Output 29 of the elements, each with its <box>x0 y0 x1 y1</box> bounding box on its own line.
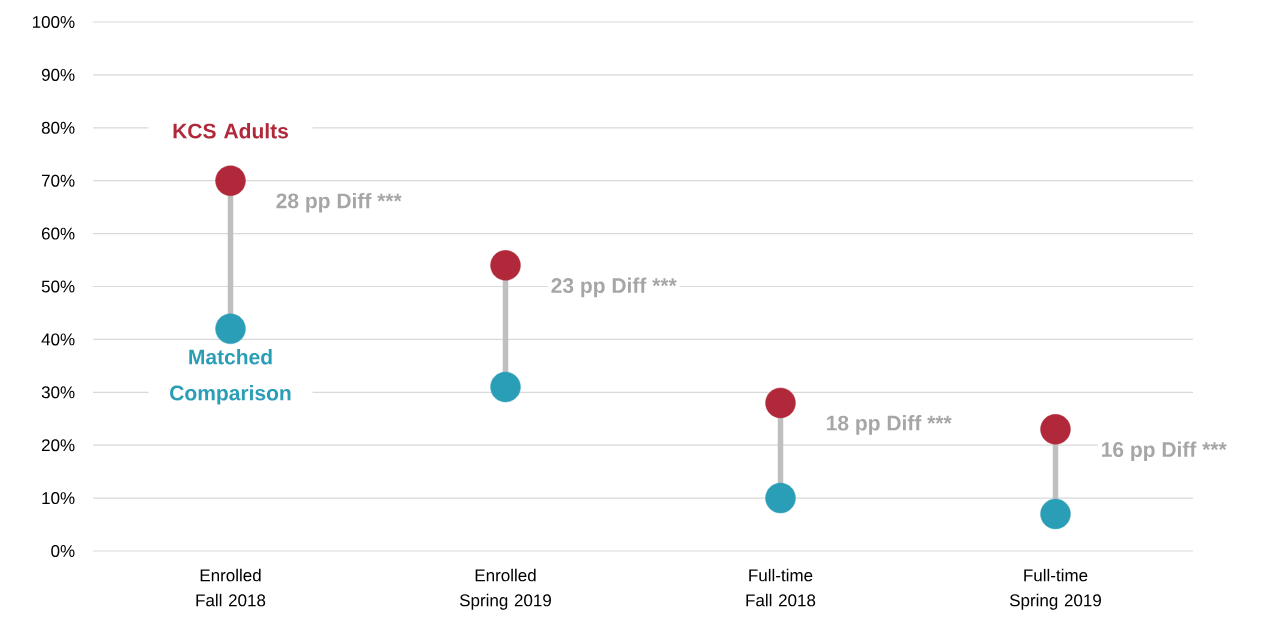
y-tick-label: 100% <box>32 15 75 29</box>
point <box>215 313 246 345</box>
point <box>1040 414 1071 445</box>
point <box>490 250 521 281</box>
legend-label: Matched Comparison <box>170 349 291 405</box>
y-tick-label: 90% <box>41 68 75 81</box>
y-tick-label: 30% <box>41 386 75 399</box>
point <box>765 387 796 419</box>
point <box>490 371 521 403</box>
point <box>1040 498 1071 530</box>
x-tick-label: Full-time Spring 2019 <box>1009 568 1101 610</box>
y-tick-label: 60% <box>41 227 75 240</box>
y-tick-label: 0% <box>51 544 75 558</box>
y-tick-label: 50% <box>41 280 75 293</box>
y-tick-label: 70% <box>41 174 75 187</box>
x-tick-label: Full-time Fall 2018 <box>746 568 816 607</box>
x-tick-label: Enrolled Fall 2018 <box>196 568 266 607</box>
point <box>765 482 796 514</box>
annotation: 18 pp Diff *** <box>827 415 952 435</box>
y-tick-label: 10% <box>42 492 75 505</box>
series-label: KCS Adults <box>173 123 288 139</box>
y-tick-label: 80% <box>41 121 75 134</box>
y-tick-label: 20% <box>41 439 75 452</box>
x-tick-label: Enrolled Spring 2019 <box>459 568 551 610</box>
annotation: 16 pp Diff *** <box>1102 441 1227 462</box>
annotation: 23 pp Diff *** <box>551 277 677 298</box>
annotation: 28 pp Diff *** <box>276 192 402 213</box>
point <box>215 165 246 196</box>
y-tick-label: 40% <box>41 333 75 346</box>
